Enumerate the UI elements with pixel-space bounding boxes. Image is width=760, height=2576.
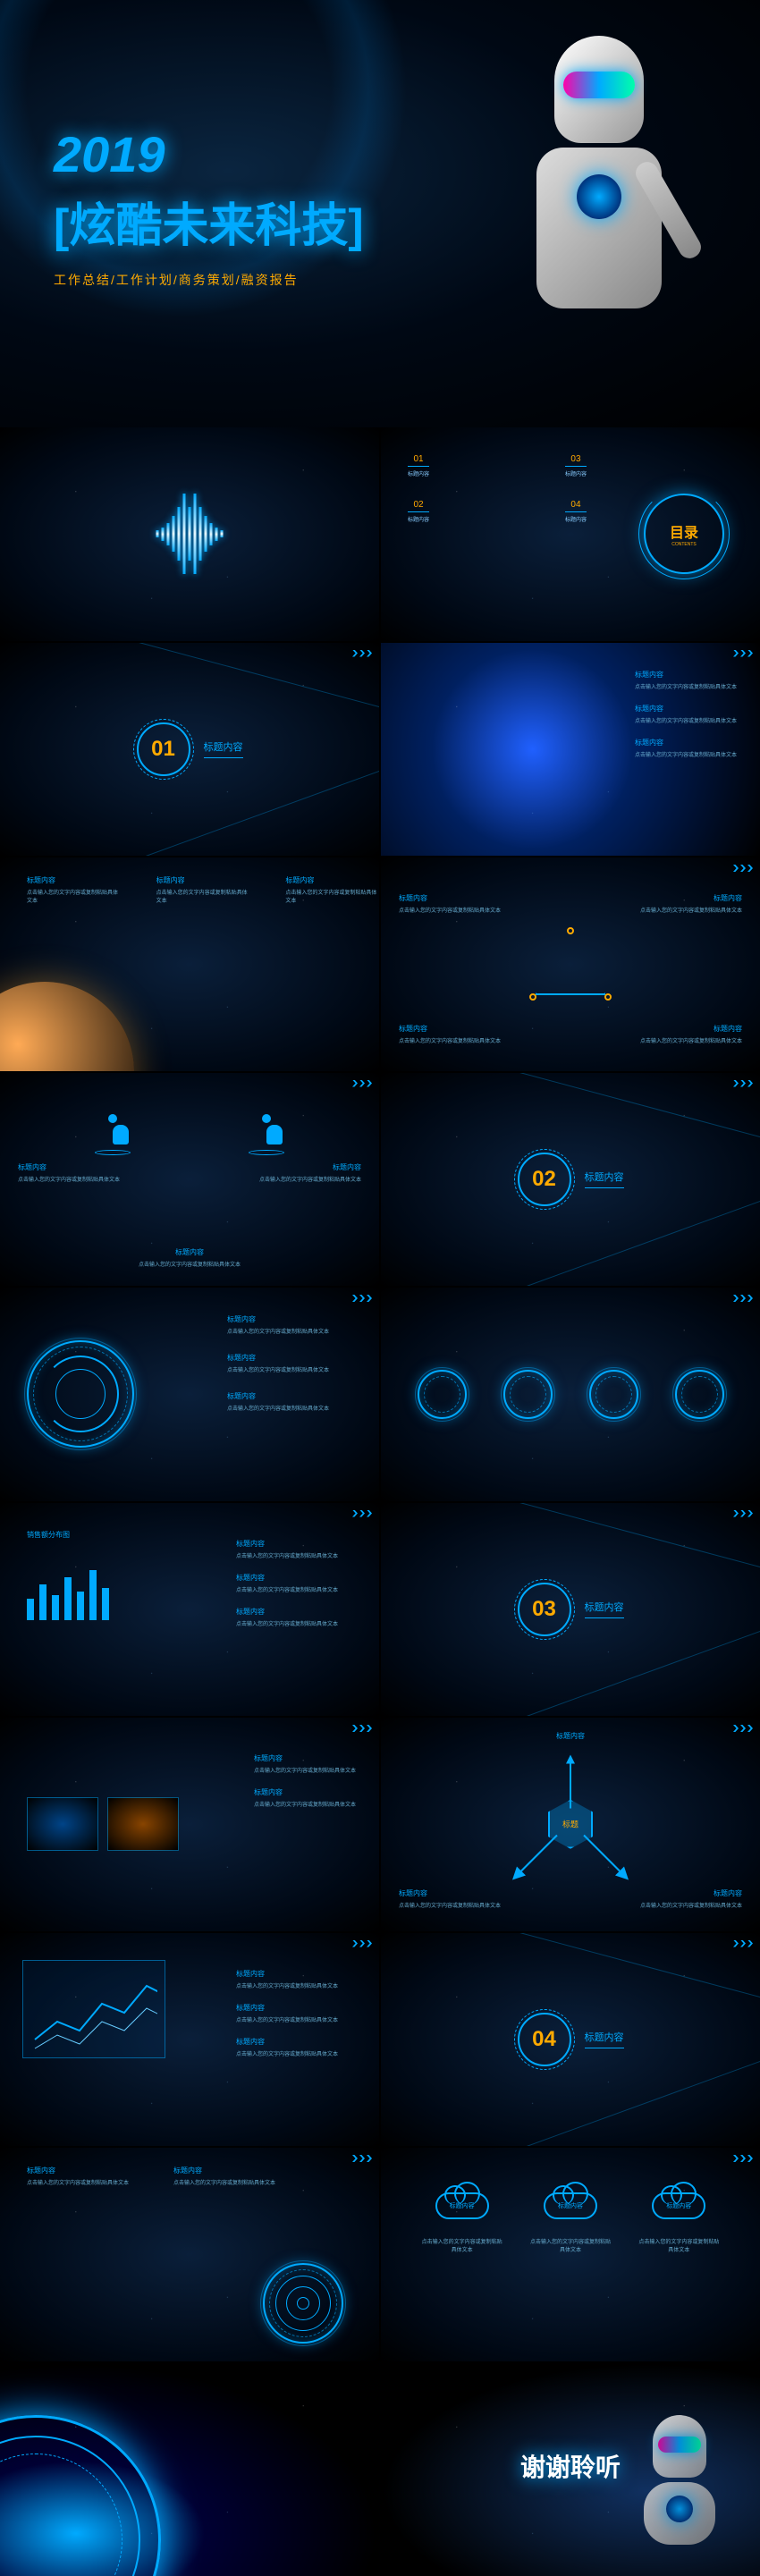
hud-ring (589, 1370, 638, 1419)
slide-panels: 标题内容点击输入您的文字内容或复制粘贴具体文本 标题内容点击输入您的文字内容或复… (0, 1718, 379, 1931)
thanks-text: 谢谢聆听 (520, 2448, 621, 2484)
section-number: 02 (518, 1153, 571, 1206)
slides-grid: 01标题内容 03标题内容 02标题内容 04标题内容 目录 CONTENTS … (0, 427, 760, 2576)
hud-ring (503, 1370, 553, 1419)
section-number: 04 (518, 2013, 571, 2066)
slide-people: 标题内容点击输入您的文字内容或复制粘贴具体文本 标题内容点击输入您的文字内容或复… (0, 1073, 379, 1287)
sound-wave (156, 494, 224, 574)
slide-triangle: 标题内容点击输入您的文字内容或复制粘贴具体文本 标题内容点击输入您的文字内容或复… (381, 857, 760, 1071)
slide-barchart: 销售额分布图 标题内容点击输入您的文字内容或复制粘贴具体文本 标题内容点击输入您… (0, 1503, 379, 1717)
year: 2019 (54, 125, 364, 183)
person-icon (105, 1114, 121, 1145)
cloud-icon: 标题内容 (435, 2192, 489, 2219)
slide-earth: 标题内容点击输入您的文字内容或复制粘贴具体文本 标题内容点击输入您的文字内容或复… (0, 857, 379, 1071)
hud-ring (418, 1370, 467, 1419)
subtitle: 工作总结/工作计划/商务策划/融资报告 (54, 271, 364, 289)
slide-hud-corner (0, 2363, 379, 2576)
cover-slide: 2019 [炫酷未来科技] 工作总结/工作计划/商务策划/融资报告 (0, 0, 760, 427)
bar-chart (27, 1549, 109, 1620)
toc-ring: 目录 CONTENTS (644, 494, 724, 574)
hud-ring (675, 1370, 724, 1419)
slide-section-02: 02 标题内容 (381, 1073, 760, 1287)
person-icon (258, 1114, 274, 1145)
robot-graphic (474, 36, 724, 376)
slide-touch: 标题内容点击输入您的文字内容或复制粘贴具体文本 标题内容点击输入您的文字内容或复… (381, 643, 760, 857)
image-panel (27, 1797, 98, 1851)
earth-graphic (0, 982, 134, 1071)
slide-section-03: 03 标题内容 (381, 1503, 760, 1717)
main-title: [炫酷未来科技] (54, 188, 364, 255)
section-number: 03 (518, 1583, 571, 1636)
big-hud-ring (0, 2415, 161, 2576)
slide-wave (0, 427, 379, 641)
slide-big-hud: 标题内容点击输入您的文字内容或复制粘贴具体文本 标题内容点击输入您的文字内容或复… (0, 1288, 379, 1501)
cloud-icon: 标题内容 (652, 2192, 705, 2219)
slide-thanks: 谢谢聆听 (381, 2363, 760, 2576)
image-panel (107, 1797, 179, 1851)
slide-linechart: 标题内容点击输入您的文字内容或复制粘贴具体文本 标题内容点击输入您的文字内容或复… (0, 1933, 379, 2147)
hud-ring (27, 1340, 134, 1448)
slide-clouds: 标题内容 标题内容 标题内容 点击输入您的文字内容或复制粘贴具体文本 点击输入您… (381, 2148, 760, 2361)
slide-concentric: 标题内容点击输入您的文字内容或复制粘贴具体文本 标题内容点击输入您的文字内容或复… (0, 2148, 379, 2361)
slide-toc: 01标题内容 03标题内容 02标题内容 04标题内容 目录 CONTENTS (381, 427, 760, 641)
cloud-icon: 标题内容 (544, 2192, 597, 2219)
slide-four-rings (381, 1288, 760, 1501)
hex-center: 标题 (548, 1800, 593, 1849)
slide-yshape: 标题 标题内容 标题内容点击输入您的文字内容或复制粘贴具体文本 标题内容点击输入… (381, 1718, 760, 1931)
section-number: 01 (137, 722, 190, 776)
triangle-diagram (535, 933, 606, 995)
slide-section-01: 01 标题内容 (0, 643, 379, 857)
slide-section-04: 04 标题内容 (381, 1933, 760, 2147)
line-chart (22, 1960, 165, 2058)
concentric-rings (263, 2263, 343, 2344)
